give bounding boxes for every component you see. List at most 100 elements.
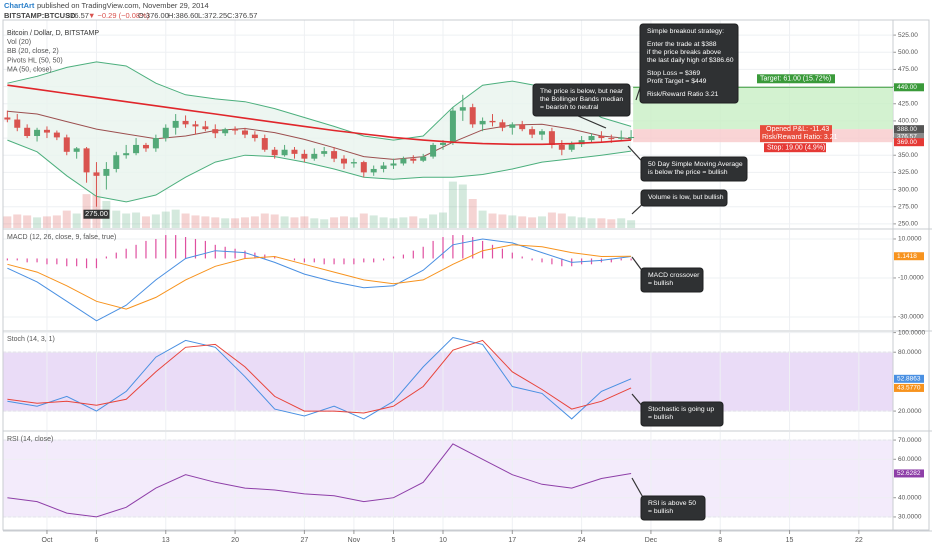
volume-bar: [3, 216, 12, 228]
callout-text: Stop Loss = $369: [647, 70, 700, 77]
callout-text: = bullish: [648, 280, 673, 287]
candle-body: [400, 158, 407, 164]
indicator-line: [7, 244, 632, 310]
x-tick-label: 24: [578, 537, 586, 544]
x-tick-label: 15: [786, 537, 794, 544]
volume-bar: [478, 210, 487, 228]
histogram-bar: [115, 252, 117, 259]
volume-bar: [300, 216, 309, 228]
volume-bar: [597, 218, 606, 228]
author[interactable]: ChartArt: [4, 1, 35, 10]
x-tick-label: Nov: [348, 537, 361, 544]
x-tick-label: Dec: [645, 537, 658, 544]
histogram-bar: [244, 250, 246, 259]
histogram-bar: [630, 258, 632, 261]
callout-text: the last daily high of $386.60: [647, 57, 734, 64]
y-tick-label: 30.0000: [898, 514, 922, 521]
histogram-bar: [56, 258, 58, 265]
x-tick-label: 6: [95, 537, 99, 544]
y-tick-label: 400.00: [898, 118, 918, 125]
price-tag-label: 388.00: [897, 126, 917, 133]
candle-body: [311, 153, 318, 159]
volume-bar: [151, 214, 160, 228]
histogram-bar: [204, 240, 206, 259]
callout-box: [640, 189, 728, 207]
candle-body: [291, 149, 298, 154]
candle-body: [103, 168, 110, 176]
candle-body: [420, 156, 427, 161]
histogram-bar: [482, 240, 484, 259]
volume-bar: [320, 219, 329, 228]
price-tag: [894, 138, 924, 147]
volume-bar: [211, 217, 220, 228]
callout-text: MACD crossover: [648, 272, 700, 279]
volume-bar: [359, 213, 368, 228]
symbol: BITSTAMP:BTCUSD: [4, 11, 76, 20]
callout-text: is below the price = bullish: [648, 169, 728, 176]
y-tick-label: -30.0000: [898, 314, 924, 321]
price-tag: [894, 132, 924, 141]
price-tag-label: 1.1418: [897, 253, 917, 260]
pivots-legend: Pivots HL (50, 50): [7, 57, 63, 64]
volume-bar: [458, 184, 467, 228]
callout-box: [640, 401, 724, 427]
candle-body: [4, 117, 11, 120]
candle-body: [172, 120, 179, 128]
candle-body: [321, 151, 328, 154]
volume-bar: [191, 215, 200, 228]
volume-bar: [52, 215, 61, 228]
candle-body: [479, 120, 486, 125]
histogram-bar: [541, 258, 543, 263]
volume-bar: [72, 213, 81, 228]
volume-bar: [409, 216, 418, 228]
volume-bar: [607, 219, 616, 228]
histogram-bar: [145, 240, 147, 259]
x-tick-label: 17: [508, 537, 516, 544]
candle-body: [232, 129, 239, 131]
y-tick-label: 275.00: [898, 203, 918, 210]
histogram-bar: [303, 258, 305, 263]
candle-body: [489, 120, 496, 123]
pivot-label-box: [83, 209, 110, 219]
histogram-bar: [6, 258, 8, 261]
y-tick-label: 300.00: [898, 186, 918, 193]
candle-body: [123, 153, 130, 156]
volume-bar: [13, 214, 22, 228]
price-tag: [894, 83, 924, 92]
callout-box: [640, 267, 704, 293]
histogram-bar: [184, 237, 187, 259]
pnl-label-box: [760, 125, 832, 143]
band: [3, 352, 893, 412]
volume-bar: [132, 212, 141, 228]
band-upper: [7, 61, 632, 141]
volume-bar: [161, 211, 170, 228]
histogram-bar: [194, 238, 197, 259]
volume-bar: [399, 217, 408, 228]
volume-bar: [617, 218, 626, 228]
volume-bar: [171, 209, 180, 228]
price-tag-label: 52.6282: [897, 470, 921, 477]
candle-body: [63, 137, 70, 152]
volume-bar: [439, 212, 447, 228]
volume-bar: [429, 214, 438, 228]
y-tick-label: 525.00: [898, 32, 918, 39]
volume-bar: [122, 213, 131, 228]
panel-title: Stoch (14, 3, 1): [7, 336, 55, 343]
histogram-bar: [343, 258, 345, 265]
histogram-bar: [46, 258, 48, 265]
histogram-bar: [323, 258, 325, 265]
candle-body: [53, 132, 60, 138]
target-label: Target: 61.00 (15.72%): [760, 76, 831, 83]
price-tag-label: 376.57: [897, 134, 917, 141]
histogram-bar: [610, 258, 612, 263]
volume-bar: [349, 217, 358, 228]
volume-bar: [498, 214, 507, 228]
histogram-bar: [26, 258, 28, 263]
histogram-bar: [293, 258, 296, 261]
y-tick-label: 475.00: [898, 66, 918, 73]
histogram-bar: [531, 258, 533, 261]
callout-text: Risk/Reward Ratio 3.21: [647, 91, 719, 98]
band: [3, 440, 893, 517]
candle-body: [410, 158, 417, 161]
volume-bar: [369, 215, 378, 228]
